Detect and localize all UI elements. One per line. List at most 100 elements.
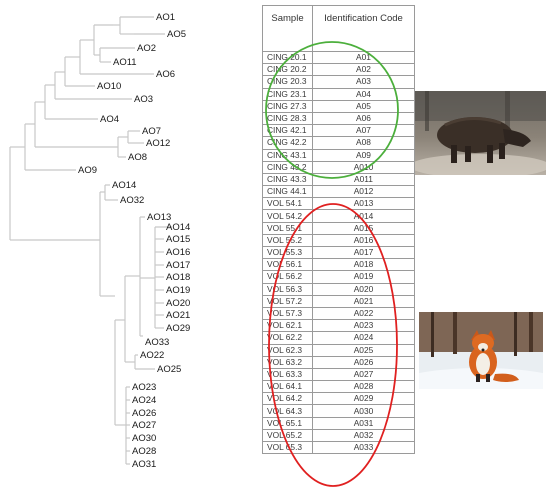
leaf-label: AO16 [166, 247, 190, 258]
leaf-label: AO10 [97, 81, 121, 92]
leaf-label: AO3 [134, 94, 153, 105]
code-cell: A02 [312, 63, 415, 77]
leaf-label: AO19 [166, 285, 190, 296]
sample-cell: VOL 63.3 [262, 367, 313, 382]
table-row: VOL 65.3 A033 [262, 440, 415, 455]
code-cell: A07 [312, 124, 415, 138]
sample-cell: CING 42.2 [262, 136, 313, 150]
sample-cell: VOL 55.2 [262, 233, 313, 248]
table-row: CING 44.1 A012 [262, 185, 415, 199]
sample-cell: CING 42.1 [262, 124, 313, 138]
sample-cell: VOL 65.3 [262, 440, 313, 455]
leaf-label: AO32 [120, 195, 144, 206]
code-cell: A026 [312, 355, 415, 369]
leaf-label: AO14 [112, 180, 136, 191]
tree-branches [9, 16, 172, 465]
leaf-label: AO1 [156, 12, 175, 23]
table-row: CING 43.1 A09 [262, 148, 415, 162]
sample-cell: CING 43.3 [262, 172, 313, 187]
leaf-label: AO7 [142, 126, 161, 137]
leaf-label: AO25 [157, 364, 181, 375]
leaf-label: AO6 [156, 69, 175, 80]
code-cell: A010 [312, 160, 415, 174]
sample-cell: VOL 57.3 [262, 306, 313, 321]
code-cell: A016 [312, 233, 415, 248]
code-cell: A029 [312, 392, 415, 406]
leaf-label: AO26 [132, 408, 156, 419]
table-row: VOL 54.2 A014 [262, 209, 415, 223]
leaf-label: AO2 [137, 43, 156, 54]
leaf-label: AO11 [113, 57, 137, 68]
table-row: VOL 63.2 A026 [262, 355, 415, 369]
table-row: CING 20.3 A03 [262, 75, 415, 89]
leaf-label: AO28 [132, 446, 156, 457]
sample-cell: CING 23.1 [262, 87, 313, 101]
table-row: VOL 55.3 A017 [262, 245, 415, 260]
sample-cell: CING 44.1 [262, 185, 313, 199]
table-row: CING 42.1 A07 [262, 124, 415, 138]
code-cell: A017 [312, 245, 415, 260]
table-row: VOL 56.3 A020 [262, 282, 415, 296]
sample-cell: VOL 64.2 [262, 392, 313, 406]
red-fox-image [419, 312, 543, 389]
code-cell: A032 [312, 428, 415, 443]
code-cell: A012 [312, 185, 415, 199]
sample-cell: VOL 62.1 [262, 319, 313, 333]
sample-cell: VOL 55.3 [262, 245, 313, 260]
tree-leaf-labels: AO1 AO5 AO2 AO11 AO6 AO10 AO3 AO4 AO7 AO… [78, 12, 190, 470]
code-cell: A027 [312, 367, 415, 382]
table-row: VOL 56.1 A018 [262, 258, 415, 272]
header-sample: Sample [262, 5, 313, 52]
code-cell: A025 [312, 343, 415, 357]
table-row: CING 20.2 A02 [262, 63, 415, 77]
sample-cell: CING 20.1 [262, 50, 313, 65]
sample-cell: VOL 56.3 [262, 282, 313, 296]
table-row: VOL 62.1 A023 [262, 319, 415, 333]
sample-cell: VOL 62.2 [262, 331, 313, 345]
table-row: VOL 55.1 A015 [262, 221, 415, 235]
sample-cell: CING 20.2 [262, 63, 313, 77]
sample-cell: VOL 57.2 [262, 294, 313, 308]
sample-cell: VOL 56.1 [262, 258, 313, 272]
table-row: VOL 62.2 A024 [262, 331, 415, 345]
table-row: VOL 54.1 A013 [262, 197, 415, 211]
leaf-label: AO9 [78, 165, 97, 176]
leaf-label: AO8 [128, 152, 147, 163]
code-cell: A08 [312, 136, 415, 150]
code-cell: A013 [312, 197, 415, 211]
leaf-label: AO30 [132, 433, 156, 444]
table-row: VOL 57.3 A022 [262, 306, 415, 321]
table-row: VOL 62.3 A025 [262, 343, 415, 357]
code-cell: A018 [312, 258, 415, 272]
leaf-label: AO18 [166, 272, 190, 283]
sample-cell: VOL 65.2 [262, 428, 313, 443]
code-cell: A015 [312, 221, 415, 235]
table-row: VOL 64.1 A028 [262, 380, 415, 394]
leaf-label: AO15 [166, 234, 190, 245]
leaf-label: AO22 [140, 350, 164, 361]
code-cell: A03 [312, 75, 415, 89]
sample-cell: CING 43.1 [262, 148, 313, 162]
table-row: VOL 56.2 A019 [262, 270, 415, 284]
table-row: CING 20.1 A01 [262, 50, 415, 65]
code-cell: A01 [312, 50, 415, 65]
code-cell: A019 [312, 270, 415, 284]
code-cell: A022 [312, 306, 415, 321]
sample-cell: CING 43.2 [262, 160, 313, 174]
sample-table: Sample Identification Code CING 20.1 A01 C… [262, 5, 415, 455]
table-row: VOL 55.2 A016 [262, 233, 415, 248]
leaf-label: AO21 [166, 310, 190, 321]
sample-cell: CING 28.3 [262, 111, 313, 126]
sample-cell: CING 20.3 [262, 75, 313, 89]
table-row: CING 42.2 A08 [262, 136, 415, 150]
code-cell: A05 [312, 99, 415, 113]
leaf-label: AO17 [166, 260, 190, 271]
sample-cell: CING 27.3 [262, 99, 313, 113]
code-cell: A020 [312, 282, 415, 296]
table-row: VOL 64.2 A029 [262, 392, 415, 406]
identification-table: Sample Identification Code CING 20.1 A01 C… [262, 5, 415, 455]
code-cell: A06 [312, 111, 415, 126]
leaf-label: AO24 [132, 395, 156, 406]
sample-cell: VOL 64.1 [262, 380, 313, 394]
leaf-label: AO20 [166, 298, 190, 309]
